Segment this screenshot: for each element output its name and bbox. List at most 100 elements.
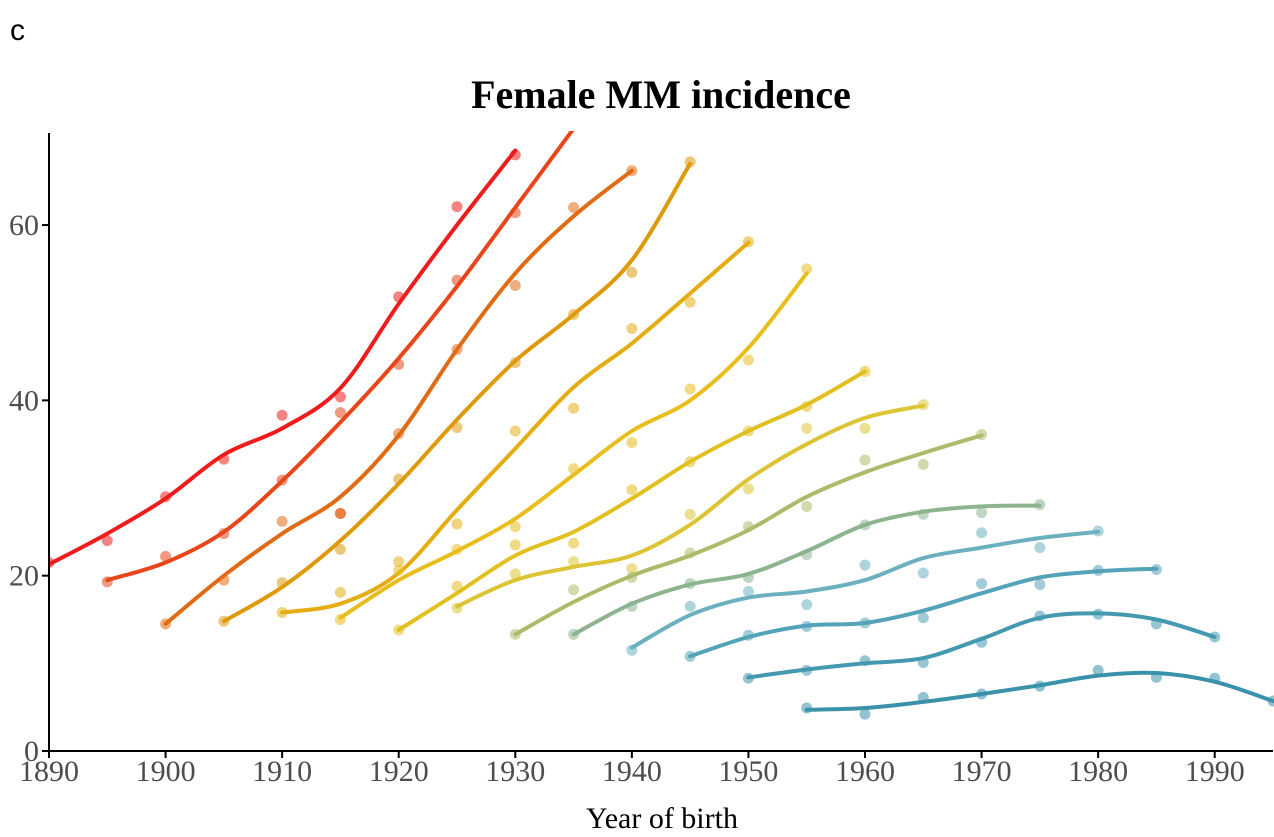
data-point-s14-8 xyxy=(1209,672,1221,684)
x-tick-label-1970: 1970 xyxy=(952,755,1012,788)
data-point-s14-7 xyxy=(1150,671,1162,683)
data-point-s3-4 xyxy=(334,507,346,519)
data-point-s12-2 xyxy=(742,629,754,641)
data-point-s8-4 xyxy=(626,563,638,575)
data-point-s4-4 xyxy=(393,473,405,485)
y-tick-label-20: 20 xyxy=(9,560,39,593)
data-point-s1-9 xyxy=(451,201,463,213)
data-point-s10-4 xyxy=(742,571,754,583)
series-line-4 xyxy=(221,161,693,624)
x-tick-label-1920: 1920 xyxy=(369,755,429,788)
data-point-s1-4 xyxy=(160,491,172,503)
x-tick-label-1930: 1930 xyxy=(485,755,545,788)
data-point-s14-3 xyxy=(917,692,929,704)
data-point-s10-9 xyxy=(1034,499,1046,511)
data-point-s3-3 xyxy=(276,515,288,527)
data-point-s2-3 xyxy=(218,528,230,540)
data-point-s13-5 xyxy=(976,636,988,648)
data-point-s11-6 xyxy=(917,567,929,579)
data-point-s8-7 xyxy=(801,422,813,434)
data-point-s2-4 xyxy=(276,474,288,486)
data-point-s10-6 xyxy=(859,519,871,531)
x-tick-label-1900: 1900 xyxy=(136,755,196,788)
data-point-s9-4 xyxy=(684,547,696,559)
x-tick-label-1990: 1990 xyxy=(1185,755,1245,788)
data-point-s1-10 xyxy=(509,149,521,161)
data-point-s4-7 xyxy=(568,308,580,320)
panel-label: c xyxy=(10,14,25,47)
data-point-s12-3 xyxy=(801,621,813,633)
series-line-5 xyxy=(280,240,751,615)
data-point-s14-9 xyxy=(1267,695,1274,707)
data-point-s12-9 xyxy=(1150,564,1162,576)
data-point-s9-6 xyxy=(801,500,813,512)
data-point-s1-3 xyxy=(101,535,113,547)
data-point-s11-1 xyxy=(626,644,638,656)
data-point-s13-2 xyxy=(801,664,813,676)
data-point-s11-8 xyxy=(1034,542,1046,554)
data-point-s10-8 xyxy=(976,507,988,519)
data-point-s3-9 xyxy=(626,165,638,177)
data-point-s14-1 xyxy=(801,702,813,714)
data-point-s2-1 xyxy=(101,576,113,588)
series-line-6 xyxy=(338,271,809,620)
data-point-s3-7 xyxy=(509,280,521,292)
x-tick-label-1980: 1980 xyxy=(1068,755,1128,788)
data-point-s8-9 xyxy=(917,399,929,411)
data-point-s12-4 xyxy=(859,617,871,629)
data-point-s7-3 xyxy=(509,539,521,551)
plot-area xyxy=(49,131,1274,720)
data-point-s4-6 xyxy=(509,357,521,369)
data-point-s14-6 xyxy=(1092,664,1104,676)
data-point-s14-5 xyxy=(1034,680,1046,692)
data-point-s7-9 xyxy=(859,365,871,377)
data-point-s3-1 xyxy=(160,618,172,630)
data-point-s6-5 xyxy=(568,463,580,475)
data-point-s10-3 xyxy=(684,578,696,590)
data-point-s11-9 xyxy=(1092,525,1104,537)
data-point-s11-7 xyxy=(976,527,988,539)
data-point-s5-4 xyxy=(451,518,463,530)
data-point-s14-2 xyxy=(859,708,871,720)
data-point-s13-8 xyxy=(1150,618,1162,630)
data-point-s8-3 xyxy=(568,556,580,568)
series-lines xyxy=(49,131,1274,712)
data-point-s5-3 xyxy=(393,556,405,568)
data-point-s2-2 xyxy=(160,550,172,562)
data-point-s13-1 xyxy=(742,672,754,684)
y-tick-label-60: 60 xyxy=(9,209,39,242)
data-point-s4-3 xyxy=(334,543,346,555)
x-tick-label-1950: 1950 xyxy=(718,755,778,788)
data-point-s13-7 xyxy=(1092,608,1104,620)
data-point-s4-1 xyxy=(218,615,230,627)
data-point-s12-6 xyxy=(976,578,988,590)
data-point-s7-6 xyxy=(684,456,696,468)
data-point-s8-6 xyxy=(742,483,754,495)
data-point-s1-7 xyxy=(334,391,346,403)
x-axis-title: Year of birth xyxy=(586,802,738,835)
data-point-s9-9 xyxy=(976,429,988,441)
chart-title: Female MM incidence xyxy=(471,72,851,117)
data-point-s13-9 xyxy=(1209,631,1221,643)
y-tick-label-0: 0 xyxy=(24,735,39,768)
x-tick-label-1910: 1910 xyxy=(252,755,312,788)
data-point-s3-5 xyxy=(393,428,405,440)
data-point-s12-8 xyxy=(1092,564,1104,576)
data-point-s9-5 xyxy=(742,521,754,533)
data-point-s11-2 xyxy=(684,600,696,612)
data-point-s6-2 xyxy=(393,564,405,576)
axes: 1890 1900 1910 1920 1930 1940 1950 1960 1970 1980… xyxy=(9,133,1273,788)
data-point-s12-5 xyxy=(917,612,929,624)
data-point-s9-3 xyxy=(626,571,638,583)
data-point-s10-5 xyxy=(801,549,813,561)
data-point-s5-2 xyxy=(334,586,346,598)
series-line-12 xyxy=(688,566,1159,659)
data-point-s9-7 xyxy=(859,454,871,466)
data-point-s2-7 xyxy=(393,358,405,370)
data-point-s5-1 xyxy=(276,606,288,618)
data-point-s7-2 xyxy=(451,580,463,592)
data-point-s8-1 xyxy=(451,602,463,614)
x-tick-label-1890: 1890 xyxy=(19,755,79,788)
data-point-s7-8 xyxy=(801,400,813,412)
